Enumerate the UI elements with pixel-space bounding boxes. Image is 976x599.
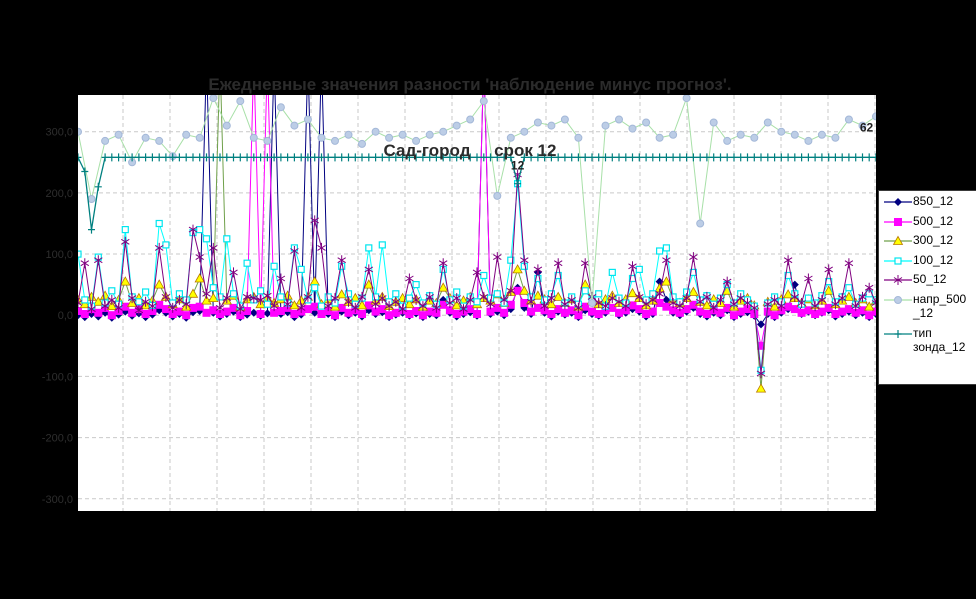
legend-label: 850_12 — [913, 194, 954, 208]
y-tick-label: -300,0 — [42, 494, 73, 506]
legend-label: 100_12 — [913, 252, 954, 267]
legend-marker-50_12-icon — [884, 275, 912, 285]
legend-marker-500_12-icon — [884, 217, 912, 226]
data-label: 62 — [860, 121, 874, 135]
legend-entry-100_12: 100_12 — [883, 253, 976, 268]
gridlines — [78, 95, 876, 511]
series-50_12 — [78, 169, 876, 379]
legend-entry-50_12: 50_12 — [883, 272, 976, 287]
chart-title: Ежедневные значения разности 'наблюдение… — [0, 30, 940, 206]
legend-entry-300_12: 300_12 — [883, 233, 976, 248]
legend-marker-тип зонда_12-icon — [884, 329, 912, 338]
chart-title-line2: Сад-город срок 12 — [383, 141, 557, 160]
legend-marker-850_12-icon — [884, 198, 912, 206]
legend-marker-напр_500_12-icon — [884, 295, 912, 304]
series-500_12 — [78, 95, 876, 350]
legend-entry-500_12: 500_12 — [883, 214, 976, 229]
y-tick-label: -100,0 — [42, 371, 73, 383]
legend-label: напр_500 _12 — [913, 291, 967, 321]
y-tick-label: -200,0 — [42, 433, 73, 445]
y-tick-label: 0,0 — [58, 310, 73, 322]
legend-marker-300_12-icon — [884, 235, 912, 245]
legend-label: 500_12 — [913, 213, 954, 228]
y-tick-label: 100,0 — [45, 249, 73, 261]
y-axis-labels: 300,0 200,0 100,0 0,0 -100,0 -200,0 -300,0 — [42, 127, 73, 506]
y-tick-label: 300,0 — [45, 127, 73, 139]
series-тип зонда_12 — [78, 153, 876, 234]
data-label: 12 — [511, 159, 525, 173]
y-tick-label: 200,0 — [45, 188, 73, 200]
legend-entry-850_12: 850_12 — [883, 194, 976, 209]
legend-label: 50_12 — [913, 272, 947, 286]
chart-legend: 850_12 500_12 300_12 100_12 50_12 напр_500 _1… — [878, 190, 976, 385]
legend-label: 300_12 — [913, 233, 954, 247]
chart-title-line1: Ежедневные значения разности 'наблюдение… — [208, 75, 732, 94]
legend-marker-100_12-icon — [884, 256, 912, 265]
series-напр_500_12 — [78, 95, 876, 307]
legend-entry-напр_500_12: напр_500 _12 — [883, 292, 976, 321]
legend-entry-тип зонда_12: тип зонда_12 — [883, 326, 976, 355]
legend-label: тип зонда_12 — [913, 325, 966, 355]
